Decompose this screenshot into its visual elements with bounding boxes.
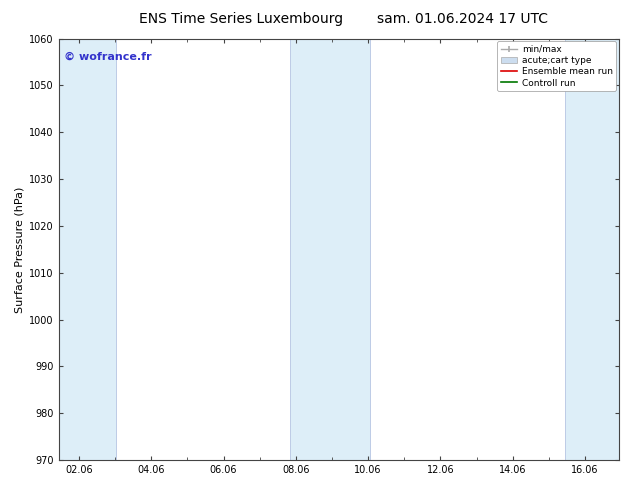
Legend: min/max, acute;cart type, Ensemble mean run, Controll run: min/max, acute;cart type, Ensemble mean … — [497, 41, 616, 91]
Text: ENS Time Series Luxembourg: ENS Time Series Luxembourg — [139, 12, 343, 26]
Bar — [59, 39, 117, 460]
Y-axis label: Surface Pressure (hPa): Surface Pressure (hPa) — [15, 186, 25, 313]
Bar — [290, 39, 370, 460]
Text: sam. 01.06.2024 17 UTC: sam. 01.06.2024 17 UTC — [377, 12, 548, 26]
Bar — [565, 39, 619, 460]
Text: © wofrance.fr: © wofrance.fr — [64, 51, 152, 61]
